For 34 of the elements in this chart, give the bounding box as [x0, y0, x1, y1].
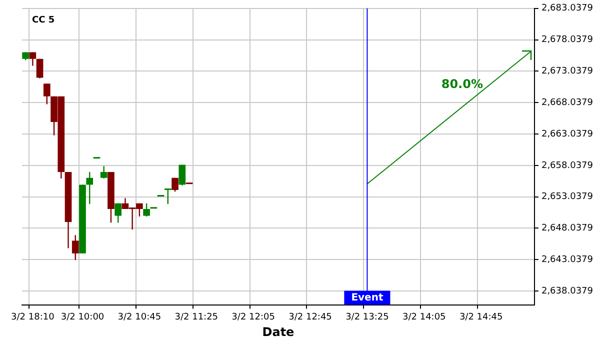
y-tick-label: 2,658.0379 — [541, 160, 594, 171]
x-tick-label: 3/2 12:05 — [232, 312, 275, 323]
x-tick-label: 3/2 14:05 — [402, 312, 446, 323]
y-tick-label: 2,668.0379 — [541, 98, 594, 108]
candlestick — [29, 52, 36, 66]
x-tick-label: 3/2 14:45 — [459, 312, 503, 323]
y-tick-label: 2,648.0379 — [541, 224, 594, 234]
y-tick-label: 2,638.0379 — [541, 286, 594, 296]
y-tick-label: 2,683.0379 — [541, 4, 594, 14]
candlestick — [86, 171, 94, 205]
x-axis-title: Date — [262, 324, 294, 339]
candlestick — [143, 202, 150, 218]
annotation: 80.0% — [441, 77, 483, 92]
x-tick-label: 3/2 10:45 — [118, 312, 162, 323]
x-tick-label: 3/2 18:10 — [11, 312, 55, 323]
candlestick — [36, 58, 44, 79]
candlestick — [43, 83, 50, 105]
x-tick-label: 3/2 10:00 — [60, 312, 104, 323]
y-tick-label: 2,653.0379 — [541, 192, 594, 202]
candlestick — [172, 177, 178, 192]
x-tick-label: 3/2 12:45 — [288, 312, 332, 323]
candlestick — [100, 166, 108, 180]
candlestick — [72, 234, 79, 261]
y-tick-label: 2,678.0379 — [541, 35, 594, 46]
text: CC 5 — [32, 16, 55, 26]
y-tick-label: 2,643.0379 — [541, 254, 594, 265]
candlestick — [114, 202, 122, 224]
ref-line-label: Event — [351, 292, 384, 304]
candlestick — [164, 188, 172, 205]
x-tick-label: 3/2 13:25 — [346, 312, 389, 323]
y-tick-label: 2,673.0379 — [541, 66, 594, 77]
candlestick — [178, 164, 186, 186]
x-tick-label: 3/2 11:25 — [174, 312, 218, 323]
y-tick-label: 2,663.0379 — [541, 129, 594, 140]
